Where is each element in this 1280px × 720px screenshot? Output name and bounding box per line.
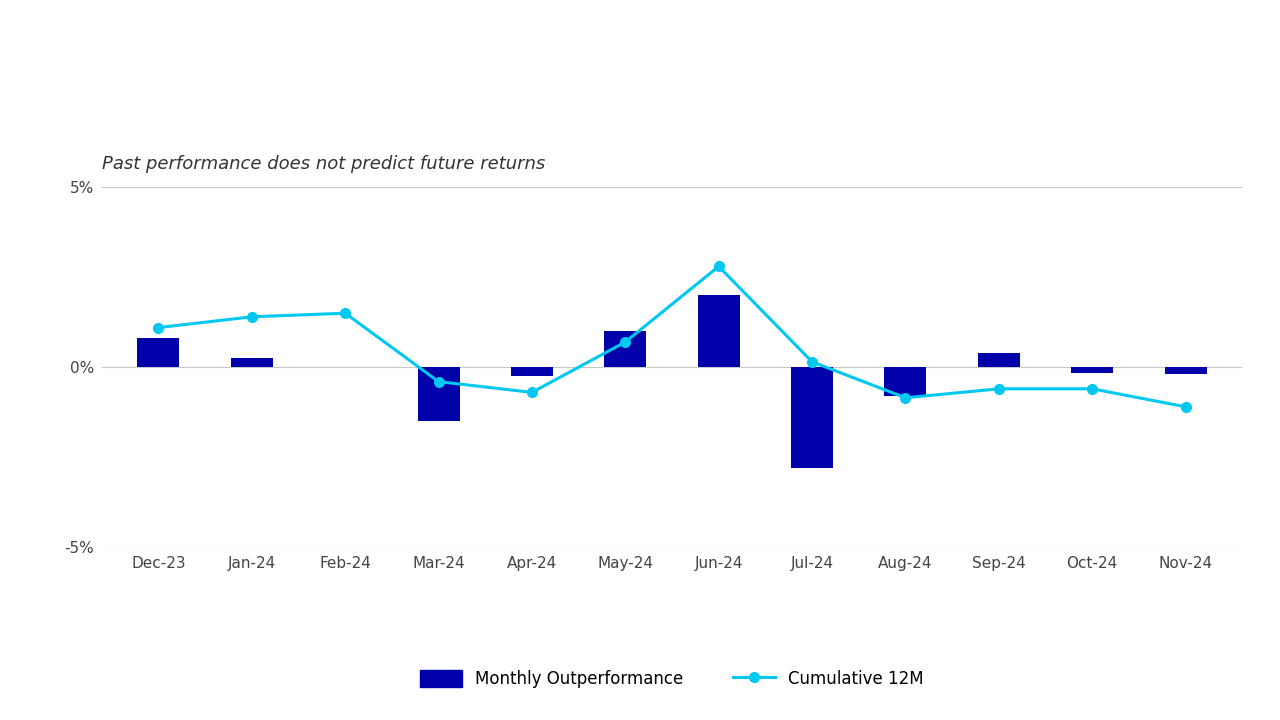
Bar	[1165, 367, 1207, 374]
Text: Past performance does not predict future returns: Past performance does not predict future…	[102, 155, 545, 173]
Bar	[978, 353, 1020, 367]
Bar	[884, 367, 927, 396]
Bar	[791, 367, 833, 468]
Bar	[511, 367, 553, 376]
Bar	[604, 331, 646, 367]
Bar	[137, 338, 179, 367]
Bar	[230, 359, 273, 367]
Legend: Monthly Outperformance, Cumulative 12M: Monthly Outperformance, Cumulative 12M	[413, 664, 931, 695]
Bar	[698, 295, 740, 367]
Bar	[417, 367, 460, 421]
Bar	[1071, 367, 1114, 373]
